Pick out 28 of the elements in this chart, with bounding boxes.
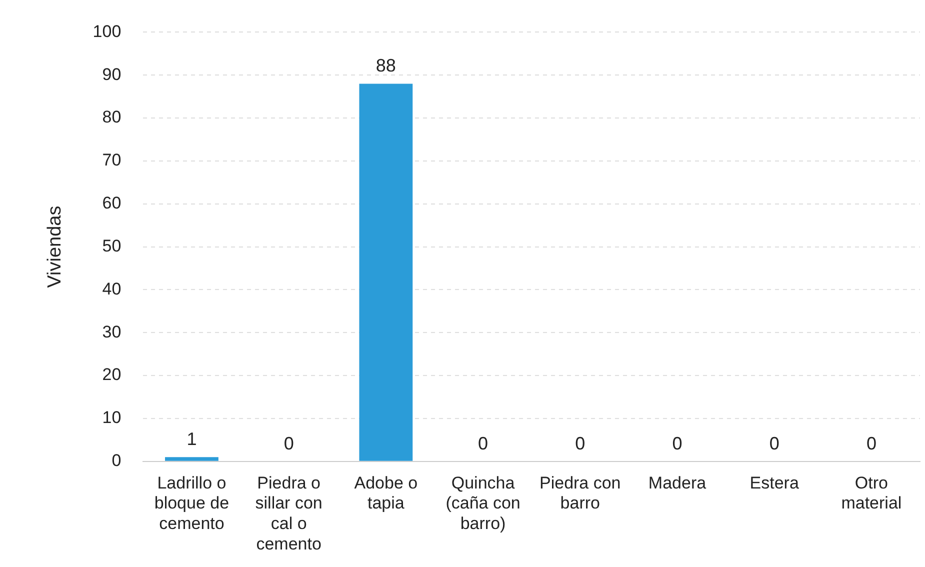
y-tick-label: 70 (102, 150, 122, 170)
data-label: 0 (478, 433, 488, 454)
y-tick-label: 40 (102, 279, 122, 298)
data-label: 0 (575, 433, 586, 454)
y-tick-label: 10 (102, 408, 122, 428)
y-tick-label: 60 (102, 194, 122, 213)
x-tick-label: Otro material (841, 473, 902, 513)
data-label: 0 (769, 433, 780, 454)
y-tick-label: 50 (102, 236, 122, 256)
y-tick-label: 0 (112, 451, 122, 470)
x-tick-label: Quincha (caña con barro) (446, 473, 520, 534)
data-label: 88 (376, 56, 396, 76)
x-tick-label: Ladrillo o bloque de cemento (154, 473, 230, 534)
x-tick-label: Piedra con barro (539, 473, 621, 513)
data-label: 0 (284, 433, 294, 454)
x-tick-label: Madera (648, 473, 707, 492)
y-tick-label: 20 (102, 365, 122, 384)
data-label: 0 (672, 433, 682, 454)
y-tick-label: 100 (92, 22, 122, 41)
data-label: 0 (866, 433, 876, 454)
data-label: 1 (186, 429, 197, 450)
x-tick-label: Estera (750, 473, 800, 492)
x-tick-label: Piedra o sillar con cal o cemento (255, 473, 322, 554)
y-tick-label: 30 (102, 322, 122, 342)
y-tick-label: 90 (102, 64, 122, 84)
y-axis-title: Viviendas (44, 206, 66, 288)
x-tick-label: Adobe o tapia (354, 473, 418, 513)
y-tick-label: 80 (102, 108, 122, 127)
